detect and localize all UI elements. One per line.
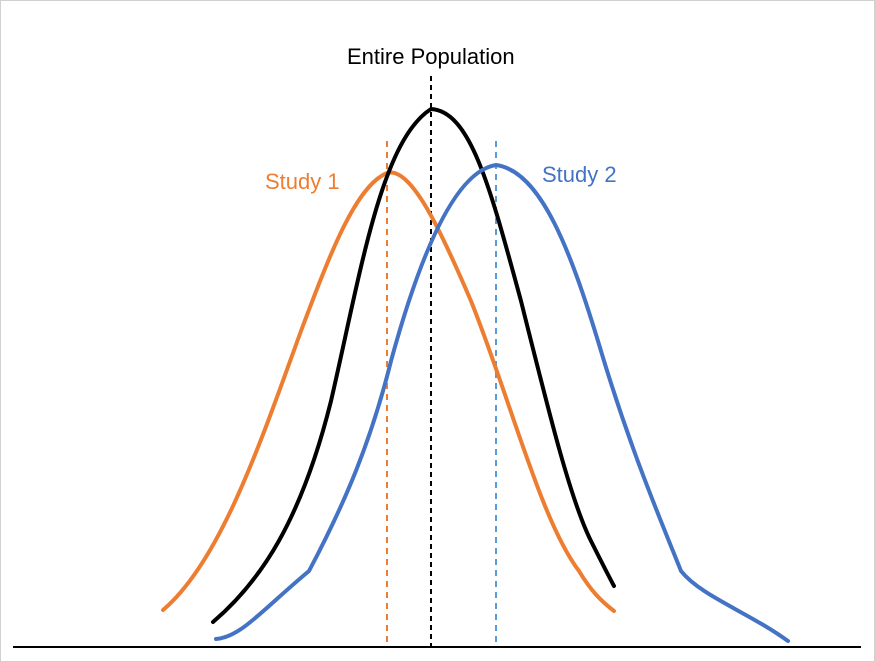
study1-label: Study 1 — [265, 169, 340, 194]
study1-distribution-curve — [161, 170, 616, 613]
population-distribution-curve — [211, 106, 616, 624]
study2-distribution-curve — [214, 162, 790, 643]
study2-label: Study 2 — [542, 162, 617, 187]
population-label: Entire Population — [347, 44, 515, 69]
